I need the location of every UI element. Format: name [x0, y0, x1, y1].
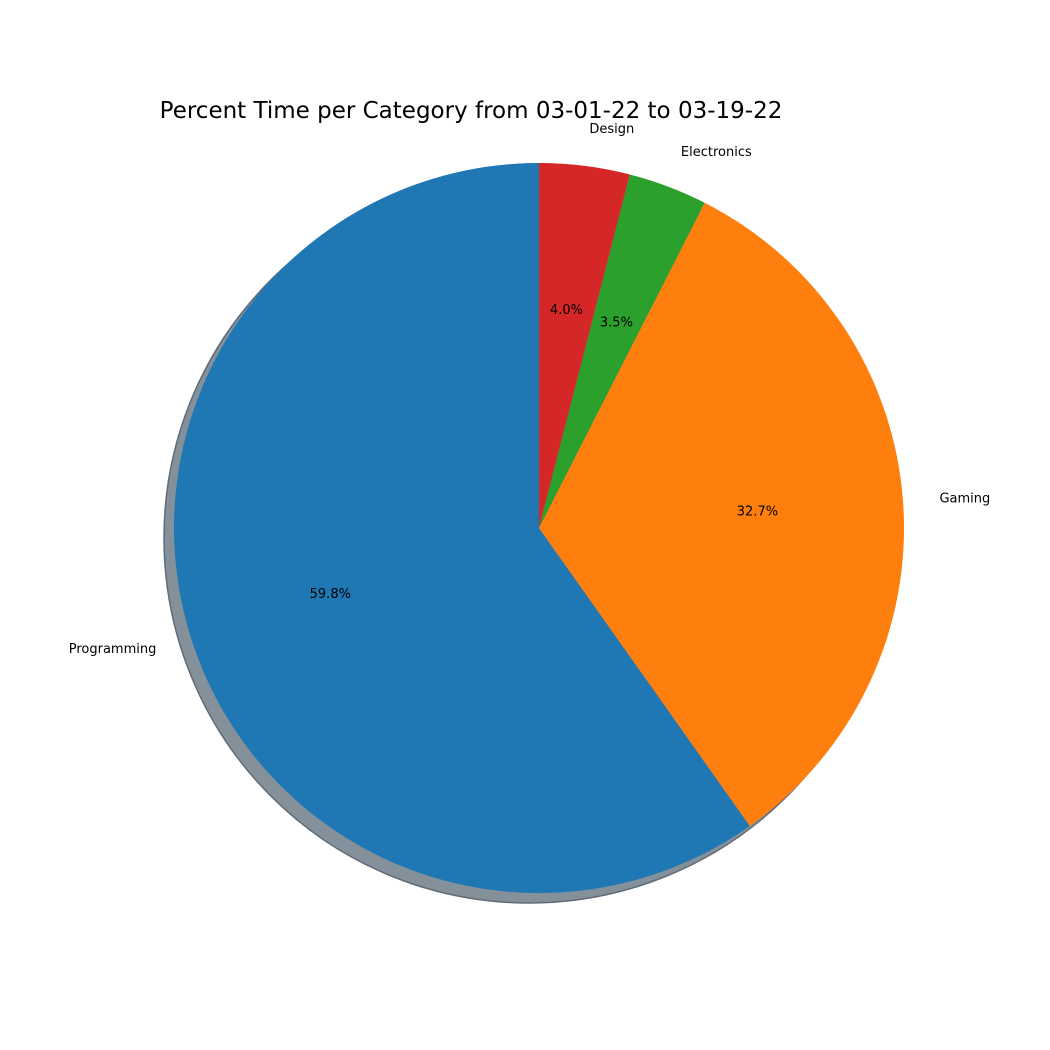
pie-slices — [174, 163, 904, 893]
pct-label-gaming: 32.7% — [737, 505, 778, 520]
slice-label-programming: Programming — [69, 642, 157, 657]
pie-labels: Programming 59.8% Gaming 32.7% Electronics 3.… — [69, 122, 991, 657]
pie-slice-gaming — [539, 202, 904, 826]
slice-label-gaming: Gaming — [939, 492, 990, 507]
pct-label-electronics: 3.5% — [600, 316, 633, 331]
slice-label-electronics: Electronics — [681, 145, 752, 160]
chart-title: Percent Time per Category from 03-01-22 … — [160, 98, 783, 124]
slice-label-design: Design — [589, 122, 634, 137]
pie-slice-programming — [174, 163, 750, 893]
pie-slice-design — [539, 163, 630, 528]
pct-label-design: 4.0% — [550, 303, 583, 318]
pct-label-programming: 59.8% — [310, 587, 351, 602]
pie-slice-electronics — [539, 174, 705, 528]
